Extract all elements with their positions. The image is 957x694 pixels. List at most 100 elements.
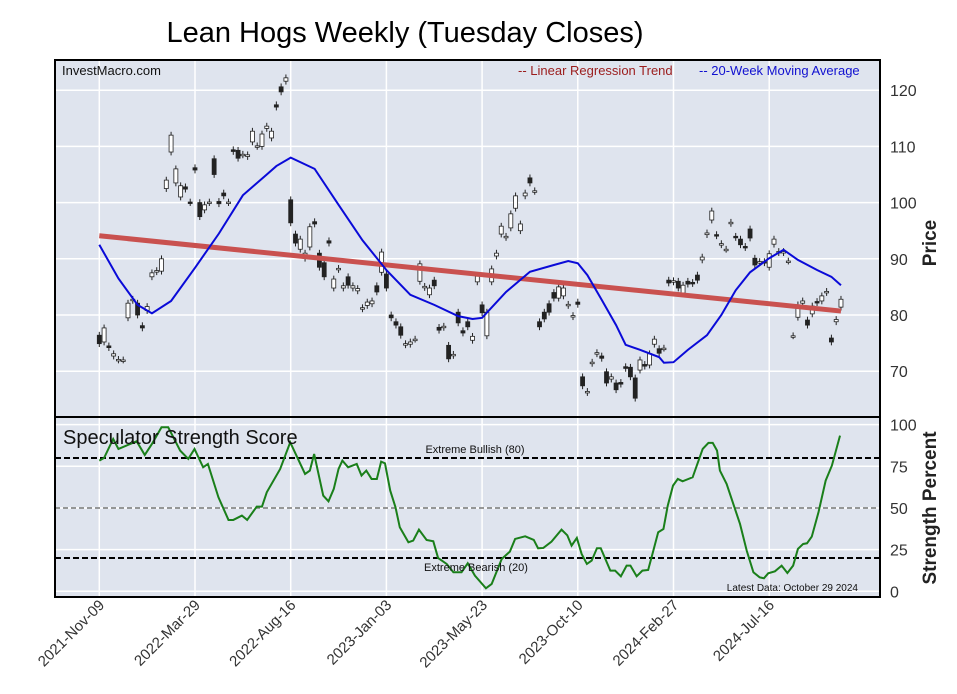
candle-body <box>647 353 652 366</box>
candle <box>733 232 739 241</box>
candle <box>240 150 246 159</box>
candle <box>360 304 365 313</box>
strength-axis-title: Strength Percent <box>920 431 941 585</box>
candle-body <box>474 275 480 283</box>
candle <box>259 130 265 150</box>
candle-body <box>331 278 337 289</box>
candle <box>293 230 298 247</box>
price-tick-label: 120 <box>890 83 917 100</box>
reference-lines <box>55 456 880 559</box>
candle-body <box>96 334 102 345</box>
price-tick-label: 100 <box>890 196 917 213</box>
candle-body <box>183 186 188 190</box>
price-tick-label: 90 <box>890 252 908 269</box>
candle-body <box>718 243 724 246</box>
candle <box>96 331 102 348</box>
candle-body <box>259 133 265 147</box>
candle-body <box>800 300 806 304</box>
candle <box>393 318 399 329</box>
candle <box>814 298 820 307</box>
candle <box>336 264 341 273</box>
extreme-bullish-label: Extreme Bullish (80) <box>425 444 524 456</box>
chart-title: Lean Hogs Weekly (Tuesday Closes) <box>166 17 643 49</box>
candle-body <box>340 285 346 289</box>
candle-body <box>546 303 552 313</box>
price-tick-label: 110 <box>890 139 916 156</box>
candle <box>833 316 839 326</box>
candle <box>690 279 696 287</box>
candle <box>297 235 303 253</box>
candle-body <box>465 321 471 328</box>
candle-body <box>829 337 834 343</box>
candle-body <box>747 228 753 239</box>
price-y-axis: 70 80 90 100 110 120 <box>890 83 917 381</box>
candle <box>417 260 423 285</box>
candle <box>565 300 571 309</box>
candle <box>340 282 346 292</box>
candle <box>106 342 112 351</box>
candle-body <box>139 325 145 329</box>
candle <box>642 361 648 370</box>
candle <box>120 356 126 364</box>
candle-body <box>216 201 222 205</box>
candle-body <box>450 353 456 357</box>
candle-body <box>192 167 198 171</box>
candle-body <box>738 238 743 246</box>
candle <box>202 201 207 214</box>
candle-body <box>446 344 452 360</box>
candle-body <box>714 234 719 237</box>
candle <box>264 122 270 132</box>
candle-body <box>498 225 504 235</box>
candle <box>714 231 719 240</box>
candle-body <box>178 185 184 198</box>
candle <box>656 345 662 357</box>
candle-body <box>494 252 499 257</box>
candle-body <box>757 261 763 264</box>
candle-body <box>312 221 318 225</box>
candle <box>254 142 260 150</box>
candle <box>364 298 370 309</box>
candle-body <box>656 348 662 354</box>
candle <box>403 340 408 349</box>
candle <box>197 199 203 221</box>
candle <box>628 363 633 381</box>
price-tick-label: 70 <box>890 364 908 381</box>
x-tick-label: 2023-Oct-10 <box>516 597 587 668</box>
candle <box>527 174 533 187</box>
candle-body <box>522 192 528 197</box>
candle <box>159 255 164 275</box>
strength-tick-label: 0 <box>890 584 899 601</box>
candle-body <box>785 260 791 263</box>
candle-body <box>422 285 428 289</box>
candle-body <box>307 226 313 248</box>
regression-trend-line <box>99 233 842 314</box>
candle <box>824 288 830 296</box>
candle-body <box>250 130 255 143</box>
candle-body <box>163 179 169 189</box>
candle-body <box>742 246 748 249</box>
candle <box>685 277 691 288</box>
candle-body <box>805 319 810 326</box>
candle-body <box>293 233 298 244</box>
candle-body <box>278 86 284 93</box>
candle <box>101 324 107 346</box>
candle <box>436 323 442 334</box>
candle <box>752 254 758 269</box>
candle <box>427 284 432 299</box>
candle-body <box>584 391 590 394</box>
latest-data-annotation: Latest Data: October 29 2024 <box>727 583 859 594</box>
candle <box>321 259 327 281</box>
candle-body <box>651 338 657 345</box>
candle <box>288 196 294 227</box>
candle <box>312 218 318 228</box>
candle-body <box>556 286 562 299</box>
candle <box>546 300 552 316</box>
candle <box>508 210 514 232</box>
candle <box>785 257 791 265</box>
candle-body <box>235 149 241 159</box>
strength-y-axis: 0 25 50 75 100 <box>890 418 917 602</box>
candle-body <box>283 77 289 82</box>
candle <box>431 276 437 290</box>
candle <box>532 187 538 195</box>
candle-body <box>685 280 691 285</box>
